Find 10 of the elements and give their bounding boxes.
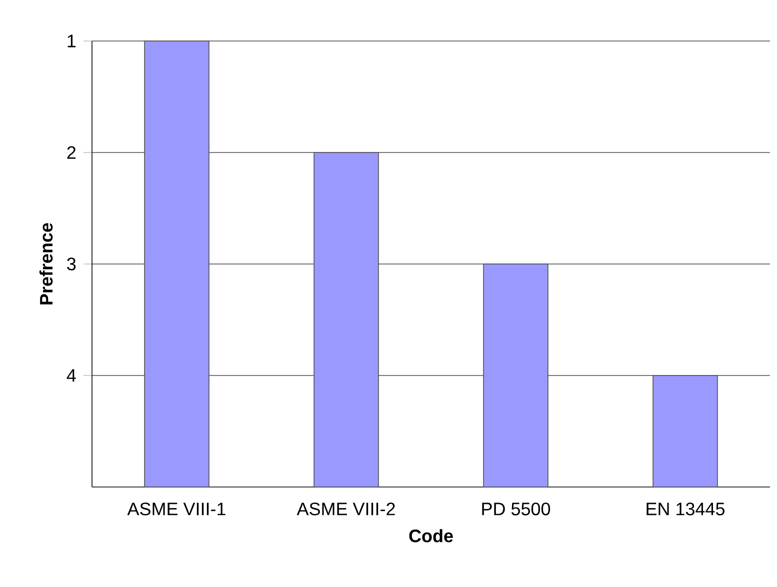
y-tick-label: 1 [68, 34, 76, 48]
y-tick-label: 3 [67, 258, 76, 270]
x-axis-title: Code [409, 529, 453, 542]
x-tick-label: EN 13445 [646, 502, 724, 516]
y-tick-label: 4 [66, 369, 76, 382]
x-tick-label: ASME VIII-1 [127, 502, 226, 516]
y-tick-label: 2 [67, 146, 76, 159]
y-axis-title: Prefrence [39, 223, 53, 304]
x-tick-label: ASME VIII-2 [296, 502, 395, 516]
x-tick-label: PD 5500 [482, 502, 550, 516]
